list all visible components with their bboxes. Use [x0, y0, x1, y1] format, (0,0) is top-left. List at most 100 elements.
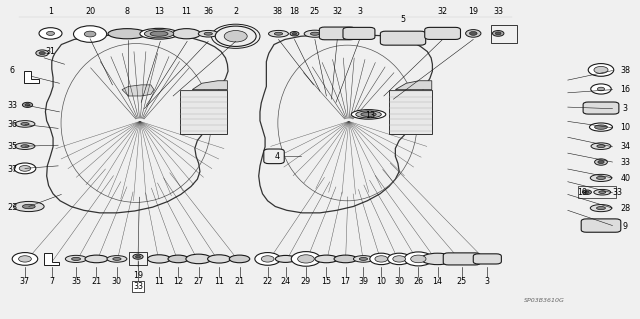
Ellipse shape	[590, 174, 612, 182]
Circle shape	[14, 163, 36, 174]
Ellipse shape	[150, 31, 168, 36]
Text: 3: 3	[485, 277, 490, 286]
FancyBboxPatch shape	[444, 253, 480, 265]
Text: 29: 29	[301, 277, 311, 286]
Circle shape	[594, 66, 608, 73]
FancyBboxPatch shape	[583, 102, 619, 114]
Ellipse shape	[310, 32, 319, 35]
Circle shape	[597, 87, 605, 91]
Ellipse shape	[597, 145, 605, 148]
Text: 33: 33	[620, 158, 630, 167]
Ellipse shape	[65, 255, 87, 263]
Circle shape	[588, 63, 614, 76]
Text: 33: 33	[133, 282, 143, 291]
Ellipse shape	[421, 253, 454, 265]
Circle shape	[19, 256, 31, 262]
Text: 32: 32	[438, 7, 447, 16]
Text: 38: 38	[272, 7, 282, 16]
Text: 10: 10	[620, 123, 630, 132]
Text: 24: 24	[280, 277, 291, 286]
Text: 33: 33	[493, 7, 503, 16]
Text: 25: 25	[310, 7, 320, 16]
Ellipse shape	[594, 189, 611, 195]
Circle shape	[19, 166, 31, 171]
Ellipse shape	[269, 30, 289, 37]
Polygon shape	[192, 81, 227, 90]
Text: 35: 35	[7, 142, 17, 151]
Circle shape	[261, 256, 274, 262]
Circle shape	[370, 253, 393, 265]
Text: 28: 28	[620, 204, 630, 213]
Circle shape	[595, 159, 607, 165]
Text: 3: 3	[357, 7, 362, 16]
Circle shape	[582, 190, 591, 195]
Text: 37: 37	[7, 165, 17, 174]
Text: 13: 13	[154, 7, 164, 16]
Circle shape	[133, 254, 143, 259]
Text: 11: 11	[182, 7, 191, 16]
Ellipse shape	[359, 257, 367, 260]
Ellipse shape	[21, 145, 29, 148]
Text: 35: 35	[71, 277, 81, 286]
Ellipse shape	[589, 123, 612, 131]
Circle shape	[39, 28, 62, 39]
Text: 21: 21	[234, 277, 244, 286]
Ellipse shape	[595, 125, 607, 129]
Circle shape	[74, 26, 107, 42]
Circle shape	[404, 252, 433, 266]
Text: 37: 37	[20, 277, 30, 286]
Circle shape	[466, 30, 481, 37]
Text: 33: 33	[612, 188, 622, 197]
Ellipse shape	[168, 255, 188, 263]
Ellipse shape	[108, 29, 147, 39]
Text: 15: 15	[321, 277, 332, 286]
Ellipse shape	[148, 255, 171, 263]
Polygon shape	[122, 85, 154, 96]
Text: 3: 3	[623, 104, 628, 113]
Ellipse shape	[229, 255, 250, 263]
Ellipse shape	[113, 257, 121, 260]
Ellipse shape	[591, 143, 611, 150]
Text: 21: 21	[92, 277, 102, 286]
Circle shape	[495, 32, 501, 35]
Text: 25: 25	[457, 277, 467, 286]
Ellipse shape	[15, 121, 35, 127]
Circle shape	[375, 256, 388, 262]
Circle shape	[84, 31, 96, 37]
Ellipse shape	[275, 256, 296, 263]
Text: 10: 10	[376, 277, 387, 286]
Text: 36: 36	[7, 120, 17, 129]
Ellipse shape	[22, 204, 35, 209]
FancyBboxPatch shape	[581, 219, 621, 232]
Text: 11: 11	[154, 277, 164, 286]
Ellipse shape	[21, 122, 29, 125]
FancyBboxPatch shape	[425, 27, 461, 40]
Ellipse shape	[72, 257, 81, 261]
FancyBboxPatch shape	[264, 149, 284, 164]
Text: 34: 34	[620, 142, 630, 151]
Circle shape	[47, 31, 54, 35]
FancyBboxPatch shape	[343, 27, 375, 40]
Ellipse shape	[596, 176, 605, 180]
Circle shape	[492, 31, 504, 36]
Text: 12: 12	[173, 277, 183, 286]
Ellipse shape	[204, 32, 212, 35]
Text: 30: 30	[394, 277, 404, 286]
Ellipse shape	[145, 30, 173, 38]
Ellipse shape	[356, 111, 381, 118]
Text: 32: 32	[332, 7, 342, 16]
Ellipse shape	[590, 204, 612, 211]
Text: 9: 9	[623, 222, 628, 231]
Circle shape	[298, 255, 314, 263]
Circle shape	[290, 32, 299, 36]
Text: 5: 5	[401, 15, 406, 24]
Polygon shape	[179, 90, 227, 134]
Ellipse shape	[15, 143, 35, 150]
Polygon shape	[44, 253, 60, 265]
Circle shape	[291, 252, 321, 266]
Ellipse shape	[186, 254, 211, 264]
Polygon shape	[396, 81, 432, 90]
FancyBboxPatch shape	[319, 27, 355, 40]
Ellipse shape	[198, 30, 218, 37]
Text: 19: 19	[468, 7, 478, 16]
